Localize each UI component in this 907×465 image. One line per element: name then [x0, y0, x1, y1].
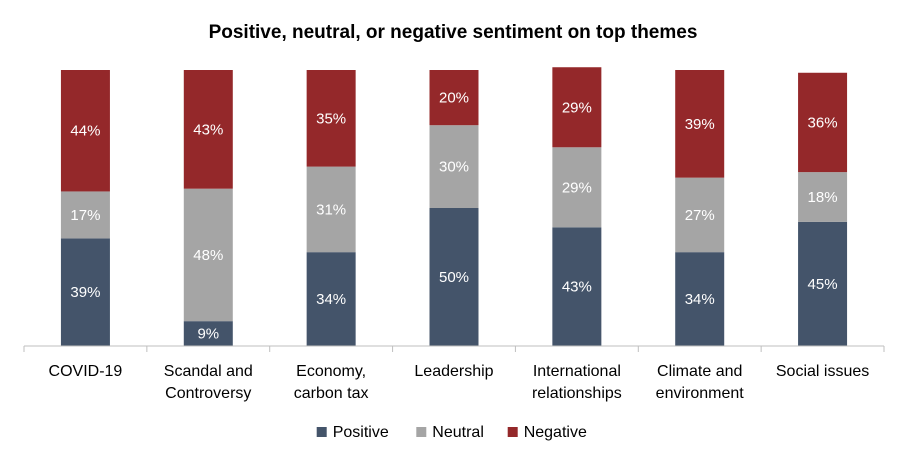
data-label-covid-19-negative: 44%	[70, 123, 100, 140]
legend: Positive Neutral Negative	[316, 424, 587, 441]
legend-label-neutral: Neutral	[432, 424, 484, 441]
data-label-social-issues-neutral: 18%	[808, 189, 838, 206]
bar-covid-19-neutral	[60, 191, 110, 239]
category-label-social-issues: Social issues	[776, 363, 869, 380]
bar-scandal-and-controversy-positive	[183, 321, 233, 346]
legend-swatch-negative	[507, 427, 518, 437]
data-label-scandal-and-controversy-negative: 43%	[193, 121, 223, 138]
legend-swatch-positive	[316, 427, 327, 437]
x-axis	[23, 345, 885, 352]
category-label-international-relationships: International relationships	[532, 363, 622, 402]
bar-leadership-negative	[429, 70, 479, 126]
bar-international-relationships-neutral	[552, 147, 602, 228]
bar-climate-and-environment-neutral	[675, 177, 725, 253]
data-label-covid-19-positive: 39%	[70, 284, 100, 301]
bar-international-relationships-positive	[552, 227, 602, 346]
data-label-climate-and-environment-negative: 39%	[685, 116, 715, 133]
bar-social-issues-negative	[798, 72, 848, 173]
bar-covid-19-negative	[60, 70, 110, 192]
data-label-social-issues-negative: 36%	[808, 114, 838, 131]
data-label-social-issues-positive: 45%	[808, 276, 838, 293]
bar-economy-carbon-tax-negative	[306, 70, 356, 167]
category-label-climate-and-environment: Climate and environment	[656, 363, 745, 402]
data-label-climate-and-environment-neutral: 27%	[685, 207, 715, 224]
bar-international-relationships-negative	[552, 67, 602, 148]
category-labels: COVID-19 Scandal and Controversy Economy, ca…	[49, 363, 870, 402]
category-label-economy-carbon-tax: Economy, carbon tax	[294, 363, 369, 402]
data-label-leadership-neutral: 30%	[439, 159, 469, 176]
bar-climate-and-environment-positive	[675, 252, 725, 346]
data-label-economy-carbon-tax-negative: 35%	[316, 110, 346, 127]
legend-swatch-neutral	[416, 427, 427, 437]
bar-leadership-positive	[429, 208, 479, 346]
category-label-leadership: Leadership	[414, 363, 493, 380]
bars-group: 39% 17% 44% 9% 48% 43% 34% 31% 35% 50% 30% 20% 43% 29…	[60, 67, 848, 346]
bar-climate-and-environment-negative	[675, 70, 725, 178]
bar-economy-carbon-tax-neutral	[306, 166, 356, 253]
data-label-scandal-and-controversy-neutral: 48%	[193, 247, 223, 264]
bar-covid-19-positive	[60, 238, 110, 346]
data-label-international-relationships-negative: 29%	[562, 99, 592, 116]
legend-label-positive: Positive	[333, 424, 389, 441]
bar-social-issues-neutral	[798, 172, 848, 222]
legend-label-negative: Negative	[524, 424, 587, 441]
data-label-international-relationships-neutral: 29%	[562, 179, 592, 196]
data-label-international-relationships-positive: 43%	[562, 279, 592, 296]
bar-scandal-and-controversy-negative	[183, 70, 233, 189]
category-label-covid-19: COVID-19	[49, 363, 123, 380]
bar-social-issues-positive	[798, 221, 848, 346]
category-label-scandal-and-controversy: Scandal and Controversy	[164, 363, 253, 402]
data-label-scandal-and-controversy-positive: 9%	[197, 326, 219, 343]
bar-leadership-neutral	[429, 125, 479, 208]
bar-scandal-and-controversy-neutral	[183, 188, 233, 322]
data-label-leadership-negative: 20%	[439, 90, 469, 107]
data-label-covid-19-neutral: 17%	[70, 207, 100, 224]
chart-title: Positive, neutral, or negative sentiment…	[209, 22, 698, 43]
data-label-economy-carbon-tax-neutral: 31%	[316, 201, 346, 218]
data-label-economy-carbon-tax-positive: 34%	[316, 291, 346, 308]
data-label-leadership-positive: 50%	[439, 269, 469, 286]
data-label-climate-and-environment-positive: 34%	[685, 291, 715, 308]
bar-economy-carbon-tax-positive	[306, 252, 356, 346]
